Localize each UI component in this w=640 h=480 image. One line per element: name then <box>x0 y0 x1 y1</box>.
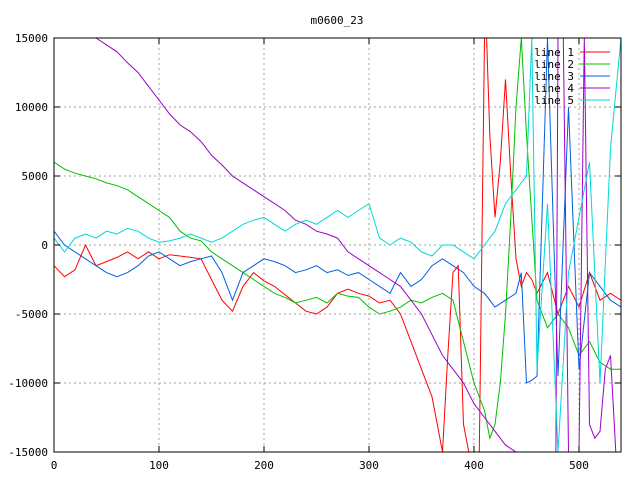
legend-label-3: line 3 <box>534 70 574 83</box>
x-tick-label: 0 <box>51 459 58 472</box>
series-line-2 <box>54 38 621 441</box>
legend-label-1: line 1 <box>534 46 574 59</box>
x-tick-label: 200 <box>254 459 274 472</box>
x-tick-label: 500 <box>569 459 589 472</box>
series-line-3 <box>54 38 621 384</box>
y-tick-label: 0 <box>41 239 48 252</box>
series-group <box>54 38 621 452</box>
x-tick-label: 100 <box>149 459 169 472</box>
x-tick-label: 300 <box>359 459 379 472</box>
legend-label-4: line 4 <box>534 82 574 95</box>
y-tick-label: -10000 <box>8 377 48 390</box>
legend-label-5: line 5 <box>534 94 574 107</box>
series-line-5 <box>54 38 621 452</box>
x-tick-label: 400 <box>464 459 484 472</box>
axis-ticks: 0 100 200 300 400 500 -15000 -10000 -5000 0 5000 10… <box>8 32 621 472</box>
y-tick-label: -15000 <box>8 446 48 459</box>
y-tick-label: 10000 <box>15 101 48 114</box>
y-tick-label: 15000 <box>15 32 48 45</box>
y-tick-label: 5000 <box>22 170 49 183</box>
y-tick-label: -5000 <box>15 308 48 321</box>
series-line-4 <box>95 38 621 452</box>
legend-label-2: line 2 <box>534 58 574 71</box>
chart-title: m0600_23 <box>311 14 364 27</box>
